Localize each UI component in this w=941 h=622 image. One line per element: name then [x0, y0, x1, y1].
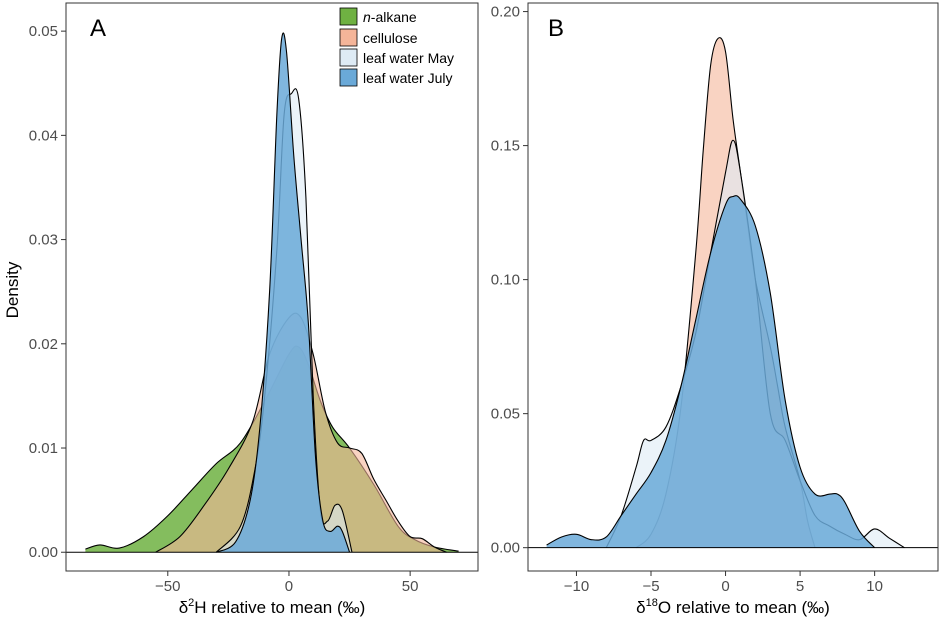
panel-a-y-tick-label: 0.04 [29, 127, 58, 144]
panel-a-frame [65, 2, 479, 572]
panel-b-series [528, 37, 938, 549]
panel-a-y-ticks: 0.00 0.01 0.02 0.03 0.04 0.05 [29, 23, 66, 561]
panel-a-x-axis-title: δ2H relative to mean (‰) [179, 597, 366, 617]
panel-a-density-line-cellulose [155, 312, 447, 553]
panel-a: 0.00 0.01 0.02 0.03 0.04 0.05 −50 0 50 A δ2H re… [29, 2, 479, 617]
panel-b-y-tick-label: 0.20 [491, 4, 520, 21]
legend-label-leaf-water-may: leaf water May [363, 50, 454, 66]
panel-a-tag: A [90, 15, 106, 42]
panel-a-series [66, 32, 478, 553]
legend-label-n-alkane-text: -alkane [371, 9, 417, 25]
panel-a-xlabel-suffix: H relative to mean (‰) [194, 598, 365, 617]
legend-label-n-alkane: n-alkane [363, 9, 417, 25]
legend-swatch-leaf-water-may [339, 48, 358, 67]
panel-a-y-tick-label: 0.02 [29, 336, 58, 353]
legend-swatch-cellulose [339, 28, 358, 47]
panel-a-y-tick-label: 0.00 [29, 544, 58, 561]
panel-b-xlabel-prefix: δ [636, 598, 645, 617]
legend-swatch-n-alkane [339, 7, 358, 26]
panel-b-xlabel-sup: 18 [646, 597, 658, 609]
legend: n-alkane cellulose leaf water May leaf w… [339, 7, 454, 87]
panel-a-density-area-leaf-water-july [216, 32, 350, 553]
legend-label-leaf-water-july: leaf water July [363, 70, 452, 86]
panel-b-frame [527, 2, 939, 572]
panel-b-tag: B [548, 15, 564, 42]
panel-b-x-tick-label: 0 [721, 578, 729, 595]
panel-b-density-line-leaf-water-july [546, 195, 876, 549]
panel-b-x-axis-title: δ18O relative to mean (‰) [636, 597, 830, 617]
panel-b-xlabel-suffix: O relative to mean (‰) [658, 598, 830, 617]
panel-b-x-tick-label: 5 [796, 578, 804, 595]
y-axis-title: Density [3, 261, 22, 318]
panel-b-density-area-leaf-water-july [546, 195, 875, 548]
panel-b-y-tick-label: 0.05 [491, 406, 520, 423]
panel-a-x-tick-label: −50 [155, 578, 180, 595]
legend-label-n-alkane-prefix: n [363, 9, 371, 25]
panel-a-density-line-leaf-water-july [215, 32, 351, 553]
panel-b-y-ticks: 0.00 0.05 0.10 0.15 0.20 [491, 4, 528, 557]
panel-b-x-tick-label: −5 [642, 578, 659, 595]
panel-b: 0.00 0.05 0.10 0.15 0.20 −10 −5 0 5 10 B δ18O re… [491, 2, 939, 617]
panel-b-y-tick-label: 0.00 [491, 540, 520, 557]
legend-swatch-leaf-water-july [339, 68, 358, 87]
panel-a-xlabel-prefix: δ [179, 598, 188, 617]
panel-a-x-tick-label: 0 [285, 578, 293, 595]
panel-a-xlabel-sup: 2 [188, 597, 194, 609]
panel-b-y-tick-label: 0.10 [491, 272, 520, 289]
panel-a-y-tick-label: 0.03 [29, 232, 58, 249]
panel-b-y-tick-label: 0.15 [491, 138, 520, 155]
panel-a-y-tick-label: 0.05 [29, 23, 58, 40]
panel-b-x-tick-label: −10 [564, 578, 589, 595]
legend-label-cellulose: cellulose [363, 30, 418, 46]
panel-a-y-tick-label: 0.01 [29, 440, 58, 457]
panel-b-x-tick-label: 10 [866, 578, 883, 595]
panel-b-x-ticks: −10 −5 0 5 10 [564, 571, 883, 595]
panel-a-x-tick-label: 50 [402, 578, 419, 595]
panel-a-x-ticks: −50 0 50 [155, 571, 418, 595]
